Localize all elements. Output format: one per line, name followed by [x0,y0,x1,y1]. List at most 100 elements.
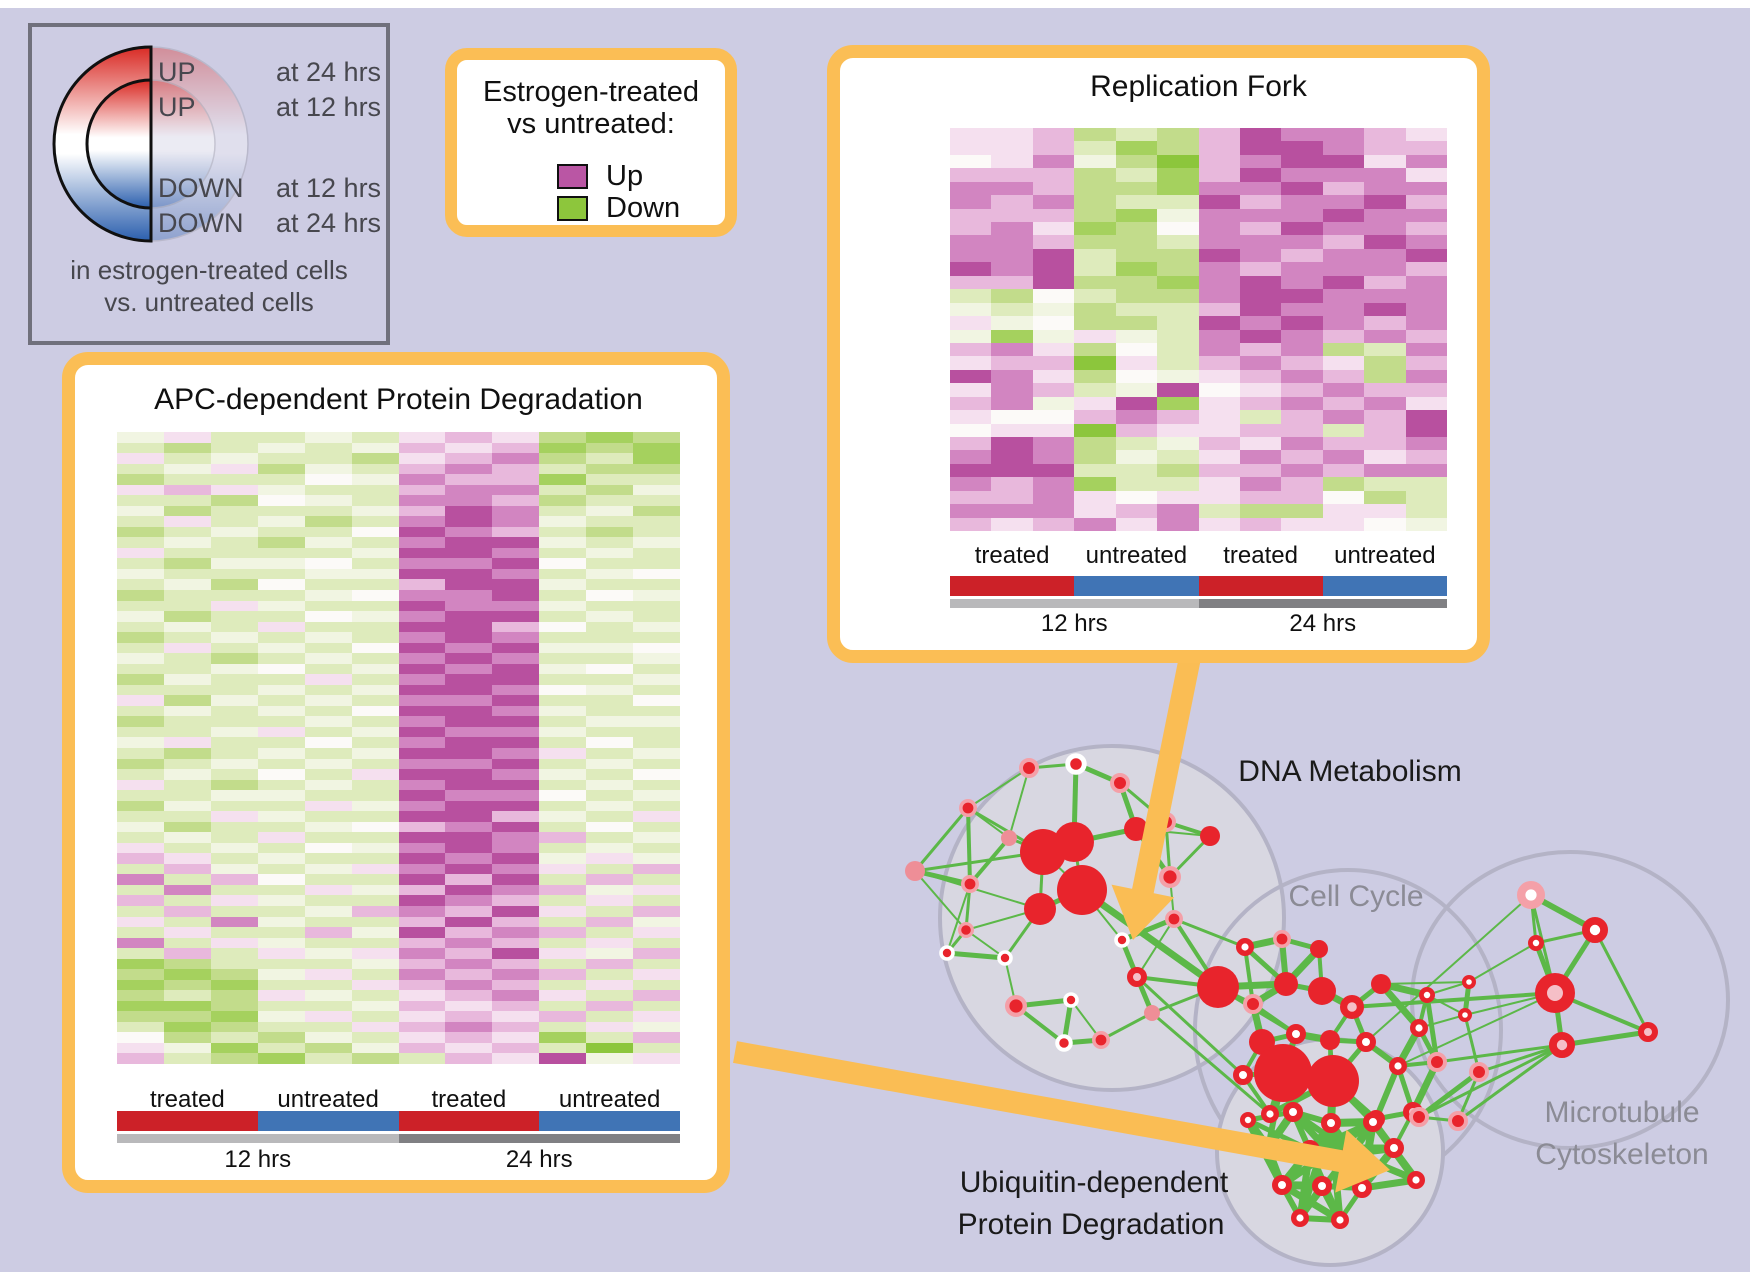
heatmap-cell [492,853,540,864]
group-label: untreated [1334,542,1436,569]
heatmap-cell [257,663,305,675]
heatmap-cell [398,958,446,970]
heatmap-cell [950,302,992,317]
heatmap-cell [950,235,992,249]
heatmap-cell [163,495,211,506]
heatmap-cell [1115,356,1158,370]
heatmap-cell [950,154,992,169]
heatmap-cell [210,474,258,485]
heatmap-cell [257,1053,305,1064]
group-labels: treated untreated treated untreated [117,1086,680,1116]
network-edge [1593,929,1650,1033]
node-solid-red [1024,893,1056,925]
heatmap-cell [210,726,258,738]
network-edge [1079,887,1221,990]
heatmap-cell [991,436,1033,451]
heatmap-cell [1322,316,1365,330]
network-edge [968,836,1011,886]
heatmap-cell [445,463,493,475]
heatmap-cell [1322,342,1365,357]
heatmap-cell [210,1042,258,1054]
heatmap-cell [950,504,992,518]
heatmap-cell [445,779,493,791]
heatmap-cell [351,568,399,580]
heatmap-cell [445,453,493,464]
heatmap-cell [163,853,211,864]
heatmap-cell [117,769,164,780]
heatmap-cell [633,653,680,664]
heatmap-cell [210,916,258,928]
time-labels: 12 hrs 24 hrs [950,610,1447,640]
heatmap-cell [633,642,680,654]
heatmap-cell [257,811,305,822]
node-solid-red [1371,974,1391,994]
heatmap-cell [1157,463,1199,478]
heatmap-cell [1074,235,1116,249]
heatmap-cell [1032,329,1075,343]
heatmap-cell [1281,517,1323,531]
heatmap-cell [117,916,164,928]
heatmap-cell [539,948,587,959]
heatmap-cell [117,906,164,917]
heatmap-cell [539,937,587,949]
heatmap-cell [445,705,493,717]
heatmap-cell [257,695,305,706]
heatmap-cell [257,558,305,569]
heatmap-cell [633,853,680,864]
heatmap-cell [117,432,164,443]
heatmap-cell [398,526,446,538]
treatment-bar-segment [1322,576,1447,596]
heatmap-cell [257,979,305,991]
heatmap-cell [1364,141,1406,155]
heatmap-cell [445,663,493,675]
heatmap-cell [304,769,352,780]
heatmap-cell [1239,356,1282,370]
heatmap-cell [1239,141,1282,155]
treatment-bar-segment [1074,576,1199,596]
heatmap-cell [991,329,1033,343]
heatmap-cell [163,821,211,833]
heatmap-cell [398,463,446,475]
heatmap-cell [991,289,1033,303]
heatmap-cell [586,800,634,812]
heatmap-cell [1032,369,1075,384]
heatmap-cell [210,653,258,664]
node-pink-ring [1448,1111,1468,1131]
heatmap-cell [257,853,305,864]
heatmap-cell [633,1021,680,1033]
heatmap-cell [210,568,258,580]
heatmap-cell [1239,316,1282,330]
heatmap-cell [163,1042,211,1054]
heatmap-cell [539,537,587,548]
heatmap-cell [117,979,164,991]
heatmap-cell [163,737,211,748]
heatmap-cell [398,568,446,580]
heatmap-cell [1322,141,1365,155]
heatmap-cell [304,484,352,496]
heatmap-cell [1322,477,1365,491]
heatmap-cell [492,832,540,843]
heatmap-cell [539,547,587,559]
heatmap-cell [492,769,540,780]
heatmap-cell [210,611,258,622]
heatmap-cell [445,811,493,822]
heatmap-cell [304,1032,352,1043]
heatmap-cell [304,1053,352,1064]
heatmap-cell [1198,289,1240,303]
heatmap-cell [210,1053,258,1064]
heatmap-cell [304,674,352,685]
heatmap-cell [586,748,634,759]
heatmap-cell [1239,248,1282,263]
heatmap-cell [210,927,258,938]
heatmap-cell [633,1042,680,1054]
heatmap-cell [351,916,399,928]
heatmap-cell [304,653,352,664]
heatmap-cell [586,432,634,443]
heatmap-cell [1364,181,1406,196]
heatmap-cell [1157,396,1199,411]
heatmap-cell [351,927,399,938]
heatmap-cell [1074,504,1116,518]
treatment-bar-segment [539,1111,680,1131]
heatmap-cell [210,779,258,791]
heatmap-cell [1405,141,1447,155]
